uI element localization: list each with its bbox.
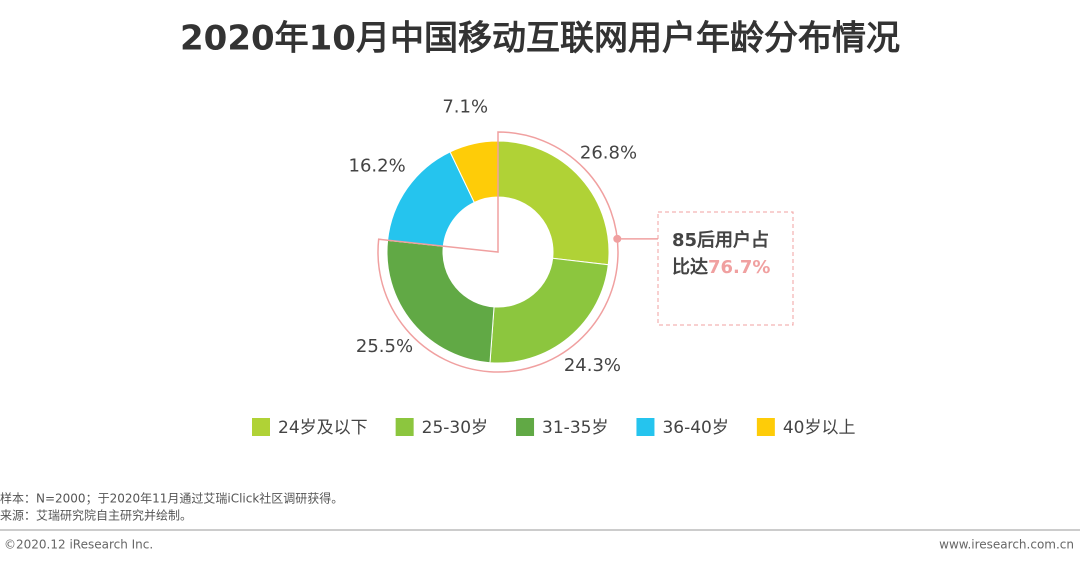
data-label: 16.2% bbox=[349, 156, 406, 177]
footer-right: www.iresearch.com.cn bbox=[939, 538, 1074, 552]
annotation-box bbox=[657, 211, 794, 326]
chart-title: 2020年10月中国移动互联网用户年龄分布情况 bbox=[180, 19, 900, 59]
legend-swatch bbox=[252, 418, 270, 436]
note: 样本：N=2000；于2020年11月通过艾瑞iClick社区调研获得。 bbox=[0, 491, 343, 506]
legend-swatch bbox=[395, 418, 414, 436]
connector-dot bbox=[613, 234, 622, 243]
legend-label: 40岁以上 bbox=[783, 418, 856, 438]
highlight-arc bbox=[377, 131, 619, 373]
data-label: 25.5% bbox=[356, 336, 413, 357]
donut-segment bbox=[489, 257, 609, 364]
data-label: 24.3% bbox=[564, 355, 621, 376]
donut-segment bbox=[386, 239, 495, 364]
legend-label: 31-35岁 bbox=[542, 418, 608, 438]
annotation-text: 85后用户占 bbox=[672, 229, 769, 251]
data-label: 7.1% bbox=[442, 97, 488, 118]
note: 来源：艾瑞研究院自主研究并绘制。 bbox=[0, 508, 192, 523]
annotation-text: 比达 bbox=[672, 256, 708, 278]
annotation-text: 比达76.7% bbox=[672, 256, 770, 278]
annotation-value: 76.7% bbox=[708, 257, 770, 278]
donut-segment bbox=[497, 140, 610, 266]
footer-left: ©2020.12 iResearch Inc. bbox=[4, 538, 153, 552]
legend-label: 25-30岁 bbox=[422, 418, 488, 438]
legend-swatch bbox=[516, 418, 535, 436]
legend-label: 24岁及以下 bbox=[278, 418, 368, 438]
legend-swatch bbox=[756, 418, 775, 436]
data-label: 26.8% bbox=[580, 143, 637, 164]
legend-swatch bbox=[636, 418, 655, 436]
legend-label: 36-40岁 bbox=[662, 418, 728, 438]
